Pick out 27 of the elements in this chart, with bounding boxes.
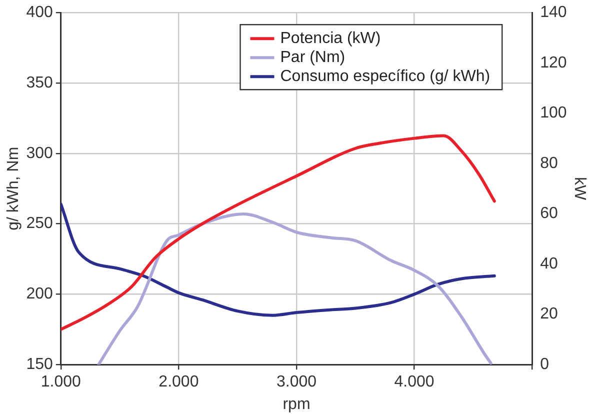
line-series: [60, 202, 496, 317]
y-tick-label: 200: [26, 286, 53, 303]
line-series: [97, 212, 492, 365]
x-tick-label: 4.000: [394, 374, 434, 391]
legend-label: Par (Nm): [280, 49, 346, 66]
y2-tick-label: 20: [540, 306, 558, 323]
y2-tick-label: 80: [540, 154, 558, 172]
x-tick-label: 3.000: [276, 374, 317, 391]
y-tick-label: 250: [26, 215, 53, 232]
y-axis-title: g/ kWh, Nm: [5, 146, 22, 230]
y-tick-label: 300: [26, 144, 53, 162]
x-axis-title: rpm: [282, 396, 310, 413]
legend-label: Potencia (kW): [280, 30, 381, 48]
line-series: [60, 134, 496, 331]
y2-axis-title: kW: [570, 177, 588, 202]
legend-label: Consumo específico (g/ kWh): [280, 68, 490, 86]
y2-tick-label: 0: [540, 356, 550, 374]
y2-tick-label: 100: [540, 104, 567, 122]
y2-tick-label: 40: [540, 255, 558, 272]
x-tick-label: 2.000: [158, 374, 199, 391]
y2-tick-label: 60: [540, 205, 558, 222]
y2-tick-label: 120: [540, 54, 567, 72]
y-tick-label: 150: [26, 356, 53, 374]
y-tick-label: 350: [26, 74, 53, 92]
y2-tick-label: 140: [540, 4, 567, 22]
y-tick-label: 400: [26, 4, 53, 22]
x-tick-label: 1.000: [40, 374, 82, 391]
